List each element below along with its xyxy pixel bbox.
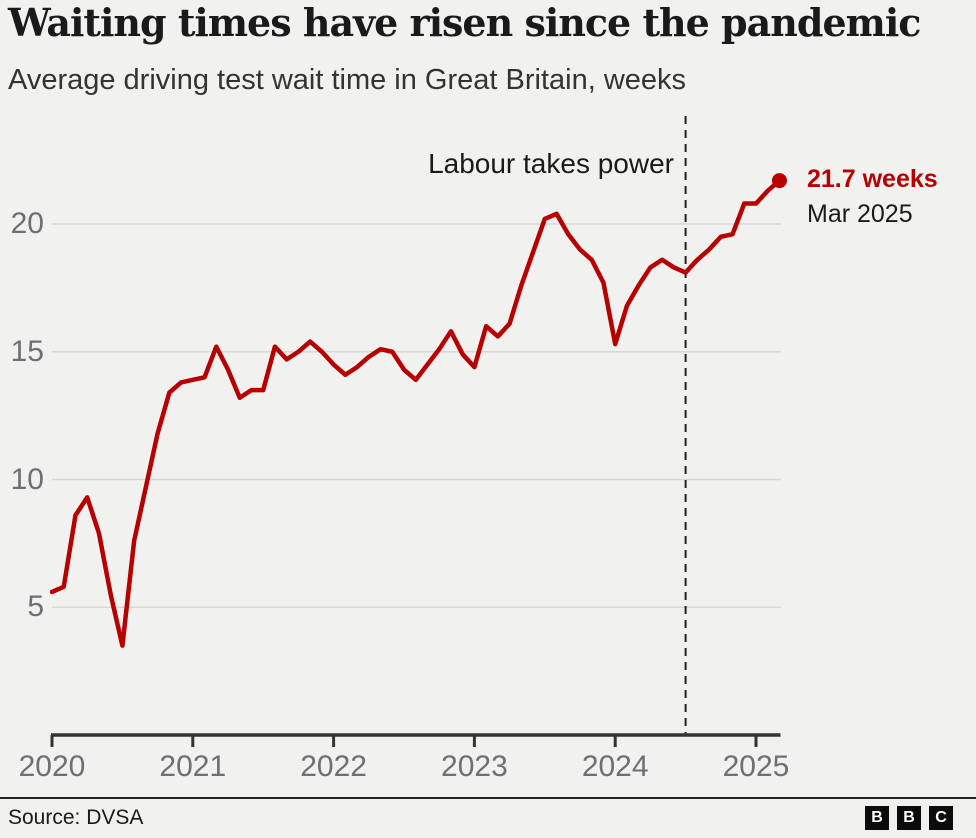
x-tick-label: 2023 — [441, 750, 508, 783]
x-tick-label: 2021 — [159, 750, 227, 783]
y-tick-label: 10 — [10, 462, 44, 496]
footer-divider — [0, 797, 976, 799]
y-tick-label: 5 — [27, 590, 44, 624]
y-tick-label: 20 — [10, 207, 44, 240]
end-point-dot — [771, 173, 787, 189]
source-credit: Source: DVSA — [8, 806, 144, 829]
chart-subtitle: Average driving test wait time in Great … — [8, 64, 687, 96]
x-tick-label: 2020 — [18, 750, 86, 783]
x-tick-label: 2022 — [300, 750, 367, 783]
end-point-value-label: 21.7 weeks — [807, 165, 938, 193]
end-point-date-label: Mar 2025 — [807, 200, 913, 228]
x-tick-label: 2024 — [581, 750, 649, 783]
bbc-logo-block-1: B — [865, 806, 889, 830]
bbc-logo-block-3: C — [929, 806, 953, 830]
event-annotation-label: Labour takes power — [428, 148, 674, 179]
trend-line — [49, 178, 782, 648]
x-tick-label: 2025 — [722, 750, 790, 783]
y-tick-label: 15 — [10, 334, 44, 368]
bbc-logo: B B C — [865, 806, 953, 830]
chart-title: Waiting times have risen since the pande… — [8, 0, 921, 45]
bbc-logo-block-2: B — [897, 806, 921, 830]
